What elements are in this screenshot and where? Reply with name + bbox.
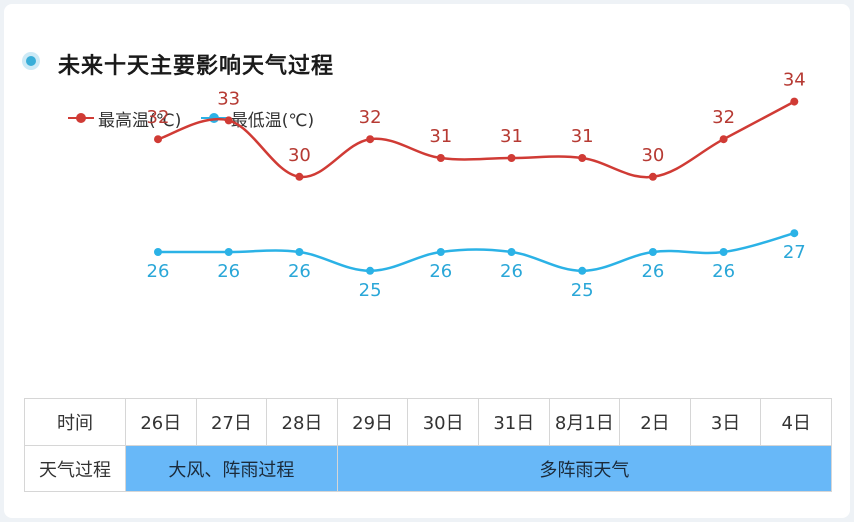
table-cell-process: 大风、阵雨过程	[125, 445, 338, 492]
data-point[interactable]	[790, 229, 799, 238]
data-point[interactable]	[507, 154, 516, 162]
legend: 最高温(℃) 最低温(℃)	[68, 104, 328, 131]
row-label-weather: 天气过程	[24, 445, 126, 492]
data-label: 30	[641, 145, 664, 166]
data-label: 26	[429, 261, 452, 282]
data-point[interactable]	[436, 154, 445, 162]
data-label: 26	[147, 261, 170, 282]
data-label: 31	[429, 126, 452, 147]
data-point[interactable]	[366, 266, 375, 275]
data-label: 26	[641, 261, 664, 282]
data-label: 32	[147, 107, 170, 128]
data-point[interactable]	[719, 135, 728, 144]
data-point[interactable]	[295, 172, 304, 181]
data-point[interactable]	[224, 116, 233, 125]
table-cell-day: 26日	[125, 398, 197, 446]
data-label: 27	[783, 242, 806, 263]
data-label: 26	[712, 261, 735, 282]
data-label: 30	[288, 145, 311, 166]
title-bullet-icon	[22, 52, 40, 70]
data-label: 32	[359, 107, 382, 128]
row-label-time: 时间	[24, 398, 126, 446]
data-point[interactable]	[648, 248, 657, 256]
table-cell-day: 27日	[195, 398, 268, 446]
data-label: 26	[500, 261, 523, 282]
data-label: 25	[359, 280, 382, 301]
legend-high-swatch-icon	[68, 113, 94, 123]
table-cell-day: 28日	[266, 398, 338, 446]
data-label: 34	[783, 70, 806, 91]
table-cell-day: 4日	[760, 398, 832, 446]
data-point[interactable]	[507, 248, 516, 256]
data-point[interactable]	[578, 266, 587, 275]
legend-low-label: 最低温(℃)	[230, 110, 315, 131]
data-point[interactable]	[224, 248, 233, 256]
data-label: 31	[500, 126, 523, 147]
table-cell-day: 2日	[619, 398, 691, 446]
table-cell-day: 29日	[336, 398, 409, 446]
legend-low-swatch-icon	[200, 113, 227, 123]
table-row-weather: 天气过程 大风、阵雨过程 多阵雨天气	[24, 445, 833, 492]
data-point[interactable]	[295, 248, 304, 256]
series-line-0	[157, 100, 795, 179]
data-point[interactable]	[154, 135, 162, 144]
data-point[interactable]	[790, 97, 799, 106]
table-cell-process: 多阵雨天气	[336, 445, 833, 492]
chart-title: 未来十天主要影响天气过程	[58, 54, 335, 79]
weather-process-table: 时间 26日 27日 28日 29日 30日 31日 8月1日 2日 3日 4日 天气过程 大风、…	[24, 398, 833, 492]
data-point[interactable]	[648, 172, 657, 181]
data-label: 26	[288, 261, 311, 282]
data-point[interactable]	[578, 154, 587, 162]
temperature-line-chart: 32 33 30 32 31 31 31 30 32 34 26 26 26 25 26 26 25 26 26 27	[147, 70, 806, 301]
table-cell-day: 31日	[477, 398, 550, 446]
table-cell-day: 8月1日	[548, 398, 621, 446]
legend-high-label: 最高温(℃)	[98, 110, 182, 131]
legend-item-low[interactable]: 最低温(℃)	[200, 106, 315, 131]
data-label: 33	[217, 88, 240, 109]
data-label: 32	[712, 107, 735, 128]
data-point[interactable]	[436, 248, 445, 256]
data-label: 31	[571, 126, 594, 147]
data-point[interactable]	[154, 248, 162, 256]
data-label: 25	[571, 280, 594, 301]
table-cell-day: 30日	[407, 398, 479, 446]
data-point[interactable]	[719, 248, 728, 256]
data-point[interactable]	[366, 135, 375, 144]
legend-item-high[interactable]: 最高温(℃)	[68, 106, 181, 131]
table-cell-day: 3日	[689, 398, 762, 446]
series-line-1	[158, 231, 795, 273]
data-label: 26	[217, 261, 240, 282]
table-row-time: 时间 26日 27日 28日 29日 30日 31日 8月1日 2日 3日 4日	[24, 398, 832, 446]
